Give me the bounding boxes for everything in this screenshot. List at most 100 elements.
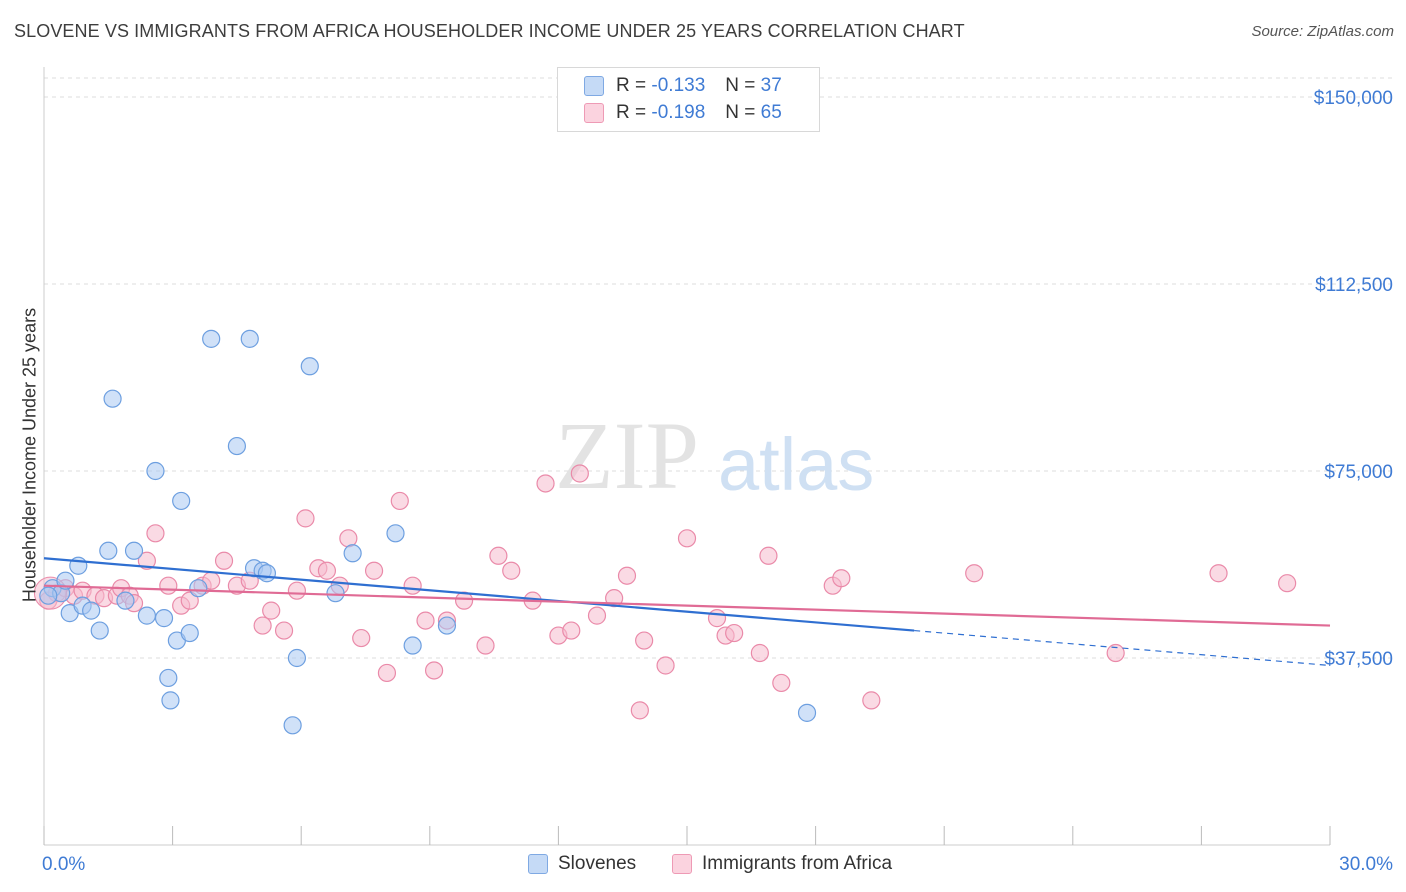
data-point-slovenes xyxy=(257,564,277,583)
data-point-slovenes xyxy=(172,491,191,511)
data-point-africa xyxy=(965,564,984,583)
data-point-africa xyxy=(253,616,272,635)
bottom-legend-slovenes: Slovenes xyxy=(528,851,636,877)
y-tick-label: $112,500 xyxy=(1315,275,1393,296)
data-point-africa xyxy=(352,628,371,648)
data-point-africa xyxy=(1209,564,1228,583)
trend-lines xyxy=(43,557,1331,667)
data-point-africa xyxy=(274,621,294,640)
trend-line-slovenes-extrapolated xyxy=(914,629,1331,667)
bottom-legend-label-slovenes: Slovenes xyxy=(558,853,637,874)
watermark-atlas: atlas xyxy=(718,423,874,506)
watermark: ZIP atlas xyxy=(555,402,874,509)
legend-n-value: 37 xyxy=(760,75,782,96)
chart-title: SLOVENE VS IMMIGRANTS FROM AFRICA HOUSEH… xyxy=(14,21,965,41)
data-point-africa xyxy=(146,524,165,543)
data-point-slovenes xyxy=(137,606,156,625)
data-point-africa xyxy=(1278,574,1297,593)
legend-r-label: R = xyxy=(616,102,647,123)
data-point-slovenes xyxy=(124,541,144,560)
data-point-slovenes xyxy=(56,571,75,590)
bottom-legend-swatch-africa xyxy=(672,854,692,874)
data-point-slovenes xyxy=(82,601,101,620)
y-axis-title: Householder Income Under 25 years xyxy=(19,307,40,603)
x-tick-label: 0.0% xyxy=(42,854,85,875)
data-point-africa xyxy=(832,569,851,588)
y-tick-label: $37,500 xyxy=(1324,649,1393,670)
data-point-slovenes xyxy=(240,329,259,348)
data-point-africa xyxy=(562,621,581,640)
data-point-slovenes xyxy=(227,436,246,456)
data-point-slovenes xyxy=(386,524,405,543)
data-point-africa xyxy=(377,663,397,683)
data-point-africa xyxy=(416,611,435,630)
data-point-africa xyxy=(364,561,384,580)
legend-n-value: 65 xyxy=(760,102,782,123)
data-point-africa xyxy=(502,561,521,580)
legend-row-slovenes: R = -0.133 N = 37 xyxy=(558,73,782,99)
data-point-africa xyxy=(617,566,637,585)
source-label: Source: ZipAtlas.com xyxy=(1251,23,1394,40)
data-point-africa xyxy=(137,551,156,570)
bottom-legend-label-africa: Immigrants from Africa xyxy=(702,853,893,874)
data-point-africa xyxy=(1106,643,1125,663)
data-point-africa xyxy=(339,529,358,548)
data-point-africa xyxy=(287,581,307,600)
data-point-africa xyxy=(570,464,589,483)
bottom-legend-africa: Immigrants from Africa xyxy=(672,851,892,877)
data-point-slovenes xyxy=(189,579,208,598)
data-point-africa xyxy=(403,576,422,595)
data-point-slovenes xyxy=(326,584,345,603)
data-point-africa xyxy=(424,661,444,680)
data-point-africa xyxy=(262,601,281,620)
data-point-africa xyxy=(476,636,495,655)
data-point-africa xyxy=(677,529,697,548)
data-point-africa xyxy=(390,491,409,511)
data-point-slovenes xyxy=(39,586,58,605)
data-point-slovenes xyxy=(287,648,307,668)
data-point-africa xyxy=(725,623,744,643)
data-point-slovenes xyxy=(161,691,180,710)
legend-r-label: R = xyxy=(616,75,647,96)
data-point-slovenes xyxy=(103,389,122,408)
legend-swatch-africa xyxy=(584,103,604,123)
data-point-africa xyxy=(159,576,178,595)
data-point-slovenes xyxy=(437,616,457,635)
bottom-legend-swatch-slovenes xyxy=(528,854,548,874)
legend-n-label: N = xyxy=(725,75,756,96)
y-tick-label: $75,000 xyxy=(1324,462,1393,483)
data-point-africa xyxy=(772,673,791,693)
data-point-africa xyxy=(489,546,508,565)
data-point-slovenes xyxy=(300,357,319,376)
data-point-slovenes xyxy=(797,703,817,722)
axis-ticks: $37,500 $75,000 $112,500 $150,000 0.0% 30.0% xyxy=(42,88,1393,875)
stats-legend: R = -0.133 N = 37 R = -0.198 N = 65 xyxy=(557,67,820,132)
data-point-slovenes xyxy=(146,461,165,481)
data-point-slovenes xyxy=(159,668,178,688)
data-point-africa xyxy=(750,643,769,663)
data-point-slovenes xyxy=(154,609,174,628)
data-point-africa xyxy=(317,561,337,580)
legend-row-africa: R = -0.198 N = 65 xyxy=(558,100,782,126)
data-point-africa xyxy=(862,691,881,710)
watermark-zip: ZIP xyxy=(555,402,699,509)
data-point-slovenes xyxy=(116,591,135,610)
x-tick-label: 30.0% xyxy=(1339,854,1393,875)
data-point-slovenes xyxy=(403,636,422,655)
legend-r-value: -0.133 xyxy=(651,75,706,96)
legend-swatch-slovenes xyxy=(584,76,604,96)
data-point-slovenes xyxy=(90,621,109,640)
data-point-africa xyxy=(296,509,315,528)
data-point-slovenes xyxy=(343,544,362,563)
legend-n-label: N = xyxy=(725,102,756,123)
data-point-africa xyxy=(630,701,649,720)
data-point-africa xyxy=(214,551,234,570)
data-point-slovenes xyxy=(180,623,199,643)
y-tick-label: $150,000 xyxy=(1314,88,1393,109)
data-point-africa xyxy=(707,609,727,628)
data-point-slovenes xyxy=(99,541,118,560)
data-point-africa xyxy=(587,606,607,625)
trend-line-slovenes xyxy=(43,557,915,632)
data-point-africa xyxy=(536,474,555,493)
